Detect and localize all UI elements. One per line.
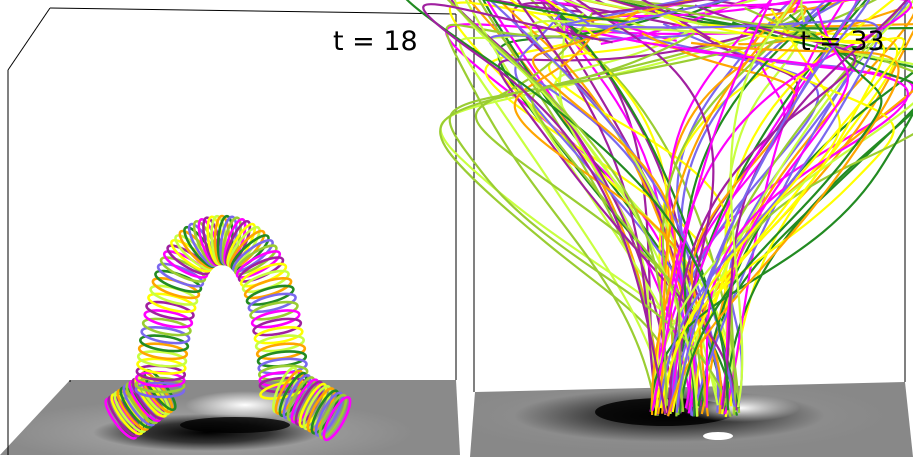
left-dark-spot xyxy=(180,417,290,433)
field-line xyxy=(422,3,667,415)
field-line xyxy=(720,8,850,406)
field-line xyxy=(141,317,192,337)
field-line xyxy=(477,0,712,416)
box-edge xyxy=(49,7,457,15)
field-line xyxy=(143,309,194,329)
flux-rope xyxy=(104,214,352,442)
field-line xyxy=(249,300,299,321)
field-line xyxy=(140,325,191,345)
field-line xyxy=(592,0,909,410)
field-line xyxy=(649,0,912,413)
field-line xyxy=(531,32,695,413)
field-line xyxy=(252,317,303,337)
field-line xyxy=(136,350,188,368)
field-line xyxy=(448,32,807,418)
left-panel xyxy=(0,7,460,455)
field-line xyxy=(245,284,295,306)
box-edge xyxy=(7,7,51,71)
field-line xyxy=(547,0,678,414)
field-line xyxy=(159,256,207,283)
field-line xyxy=(676,0,868,416)
field-line xyxy=(516,0,703,416)
field-line xyxy=(322,395,352,442)
field-line xyxy=(134,376,186,394)
field-line xyxy=(257,364,309,382)
field-line xyxy=(137,342,189,361)
field-line xyxy=(254,334,305,353)
field-line xyxy=(145,300,195,321)
panel-label: t = 18 xyxy=(333,26,418,57)
right-bright-spot xyxy=(680,394,800,422)
field-line xyxy=(235,250,282,279)
field-line xyxy=(498,0,699,417)
field-line xyxy=(314,391,344,437)
field-line xyxy=(250,309,301,329)
field-line xyxy=(139,334,190,353)
field-line xyxy=(247,292,297,314)
field-line xyxy=(450,0,674,408)
field-line xyxy=(446,0,817,406)
field-line xyxy=(659,33,905,409)
field-line xyxy=(318,393,348,440)
panel-label: t = 33 xyxy=(800,26,885,57)
field-line xyxy=(233,244,278,276)
field-line xyxy=(649,13,913,413)
field-line xyxy=(729,0,806,408)
field-line xyxy=(156,262,205,288)
field-line xyxy=(651,0,801,412)
field-line xyxy=(459,12,672,415)
field-line xyxy=(531,10,677,416)
right-bright-spot xyxy=(703,432,733,440)
field-lines xyxy=(405,0,913,418)
field-line xyxy=(683,0,835,417)
field-line xyxy=(654,9,886,415)
field-line xyxy=(405,0,729,411)
field-line xyxy=(134,381,186,399)
field-line xyxy=(603,0,871,413)
field-line xyxy=(232,238,274,273)
field-line xyxy=(575,0,715,414)
field-line xyxy=(253,325,304,345)
